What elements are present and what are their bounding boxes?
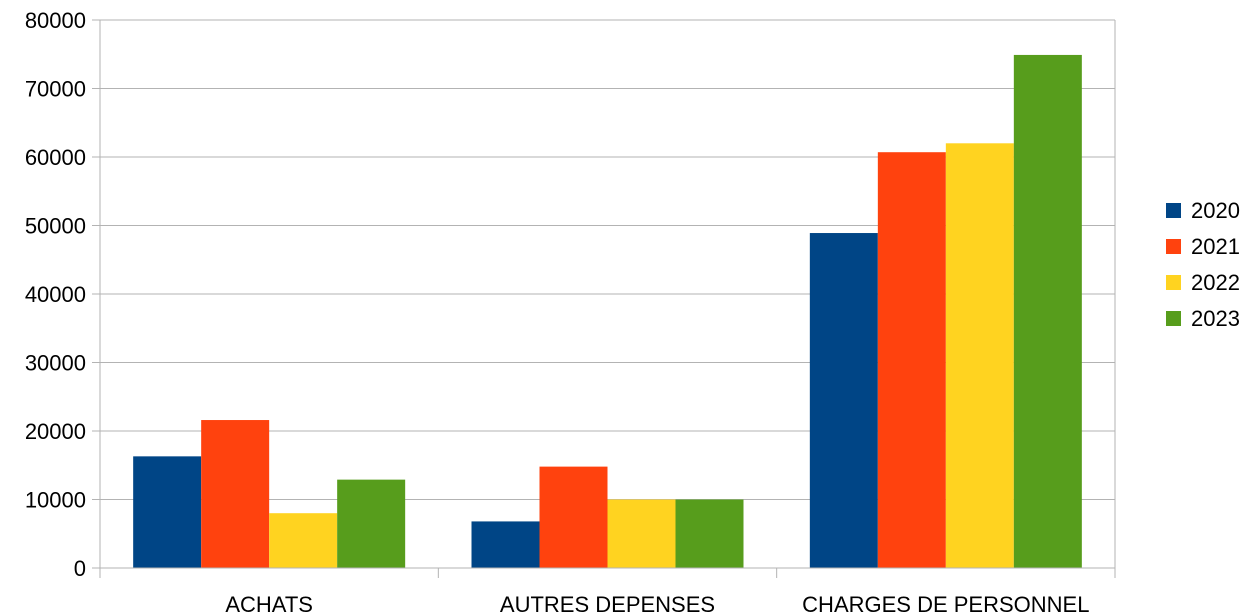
y-axis-tick-labels: 0 10000 20000 30000 40000 50000 60000 70000 8000… — [25, 8, 86, 581]
x-axis-category-labels: ACHATS AUTRES DEPENSES CHARGES DE PERSONNE… — [225, 592, 1089, 616]
legend-entry-label: 2023 — [1191, 306, 1240, 331]
y-tick-label: 30000 — [25, 351, 86, 376]
y-tick-label: 0 — [74, 556, 86, 581]
bar — [471, 521, 540, 568]
legend-swatch — [1166, 239, 1181, 254]
bar — [269, 513, 338, 568]
bar — [201, 420, 270, 568]
bar — [1013, 54, 1082, 569]
y-tick-label: 40000 — [25, 282, 86, 307]
legend-entry-label: 2021 — [1191, 234, 1240, 259]
legend-swatch — [1166, 203, 1181, 218]
y-tick-label: 20000 — [25, 419, 86, 444]
bar — [607, 499, 676, 568]
legend-entry-label: 2020 — [1191, 198, 1240, 223]
bar — [809, 233, 878, 568]
y-tick-label: 60000 — [25, 145, 86, 170]
axes — [92, 20, 1116, 578]
y-tick-label: 50000 — [25, 214, 86, 239]
y-tick-label: 80000 — [25, 8, 86, 33]
legend-swatch — [1166, 275, 1181, 290]
bar — [133, 456, 202, 568]
x-category-label: ACHATS — [225, 592, 313, 616]
bar — [675, 499, 744, 568]
bars — [133, 54, 1082, 569]
bar — [337, 479, 406, 568]
x-category-label: CHARGES DE PERSONNEL — [802, 592, 1089, 616]
legend-swatch — [1166, 311, 1181, 326]
legend: 2020 2021 2022 2023 — [1166, 198, 1240, 331]
x-category-label: AUTRES DEPENSES — [500, 592, 715, 616]
bar — [945, 143, 1014, 569]
y-tick-label: 10000 — [25, 488, 86, 513]
bar — [877, 152, 946, 568]
legend-entry-label: 2022 — [1191, 270, 1240, 295]
bar — [539, 466, 608, 568]
y-tick-label: 70000 — [25, 77, 86, 102]
